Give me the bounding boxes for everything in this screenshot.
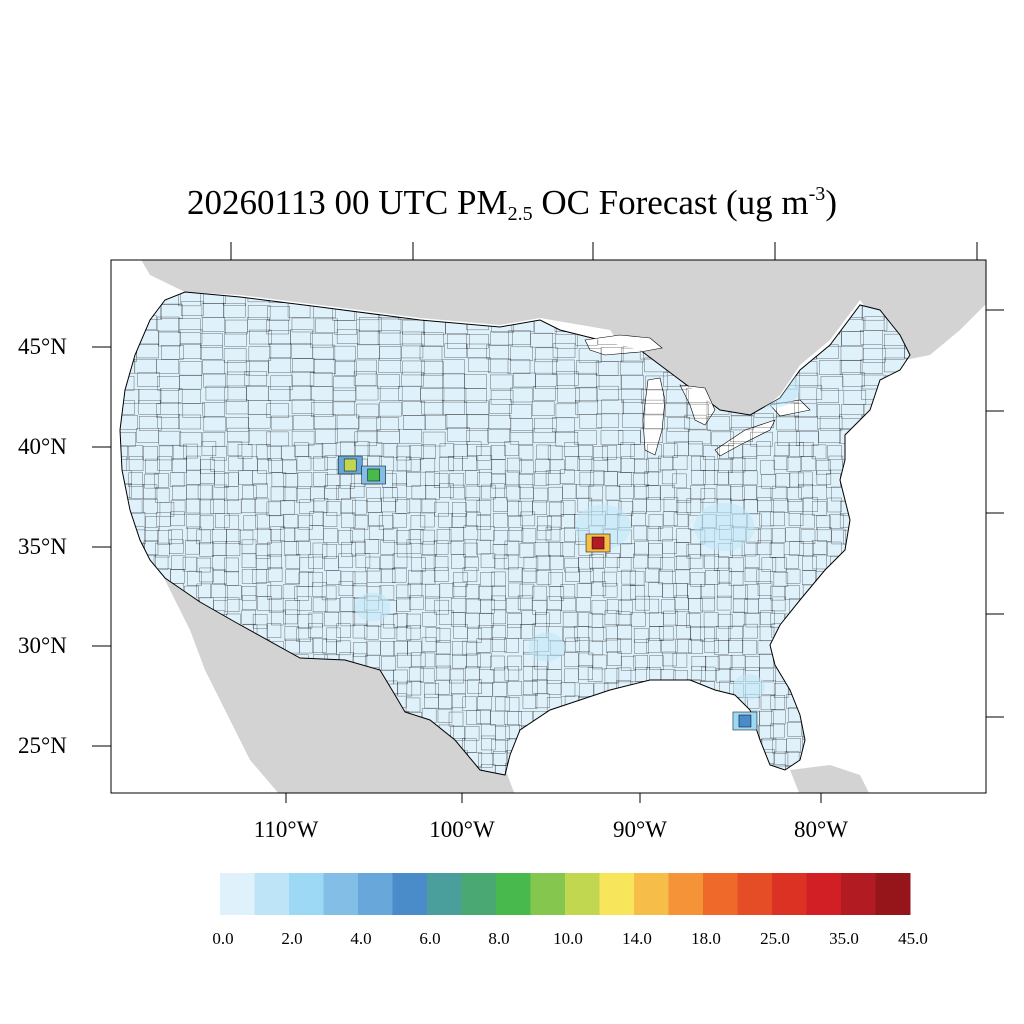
title-subscript: 2.5 [507, 203, 533, 225]
mexico-land [160, 570, 515, 793]
colorbar-swatch [220, 873, 255, 915]
colorbar-label: 35.0 [829, 929, 859, 948]
lat-label-25: 25°N [18, 733, 67, 758]
canada-land [141, 260, 986, 450]
cuba-land [790, 765, 869, 793]
plot-frame [110, 259, 987, 794]
colorbar-swatch [392, 873, 428, 915]
lat-label-30: 30°N [18, 633, 67, 658]
colorbar-label: 45.0 [898, 929, 928, 948]
colorbar-swatch [772, 873, 807, 915]
tint-region [694, 503, 755, 551]
colorbar-swatch [427, 873, 462, 915]
title-superscript: -3 [808, 183, 826, 205]
lake-superior [584, 334, 663, 356]
tint-region [528, 632, 565, 662]
lat-label-45: 45°N [18, 334, 67, 359]
hotspot-marker [585, 533, 611, 553]
colorbar-swatch [565, 873, 600, 915]
colorbar-label: 6.0 [419, 929, 441, 948]
colorbar-swatch [806, 873, 842, 915]
colorbar-swatch [599, 873, 635, 915]
tint-region [43, 469, 87, 504]
colorbar-swatch [461, 873, 497, 915]
lon-label-100: 100°W [429, 817, 495, 842]
colorbar-swatch [358, 873, 393, 915]
colorbar-swatch [289, 873, 324, 915]
lon-label-80: 80°W [794, 817, 848, 842]
hotspot-marker [63, 460, 87, 478]
colorbar-swatch [634, 873, 669, 915]
colorbar-swatch [703, 873, 738, 915]
lake-michigan [642, 377, 666, 456]
hotspot-marker [337, 455, 363, 475]
colorbar-swatch [323, 873, 359, 915]
colorbar-label: 4.0 [350, 929, 372, 948]
colorbar-swatch [737, 873, 773, 915]
map-title: 20260113 00 UTC PM2.5 OC Forecast (ug m-… [0, 183, 1024, 226]
tint-region [354, 592, 391, 622]
colorbar-swatch [841, 873, 876, 915]
lon-label-110: 110°W [253, 817, 319, 842]
colorbar [220, 873, 911, 915]
title-middle: OC Forecast (ug m [532, 183, 809, 222]
hotspot-marker [732, 711, 758, 731]
colorbar-label: 8.0 [488, 929, 510, 948]
colorbar-label: 18.0 [691, 929, 721, 948]
colorbar-swatch [496, 873, 531, 915]
colorbar-swatch [875, 873, 911, 915]
map-area [43, 260, 986, 793]
concentration-hotspots [63, 455, 758, 731]
title-suffix: ) [825, 183, 837, 222]
axis-ticks [92, 242, 1004, 803]
colorbar-label: 25.0 [760, 929, 790, 948]
tint-region [732, 674, 765, 700]
hotspot-marker [361, 465, 386, 485]
title-prefix: 20260113 00 UTC PM [187, 183, 508, 222]
colorbar-label: 2.0 [281, 929, 303, 948]
colorbar-swatch [254, 873, 290, 915]
colorbar-swatch [530, 873, 566, 915]
colorbar-label: 10.0 [553, 929, 583, 948]
colorbar-swatch [668, 873, 704, 915]
lon-label-90: 90°W [613, 817, 667, 842]
lat-label-40: 40°N [18, 434, 67, 459]
colorbar-label: 14.0 [622, 929, 652, 948]
colorbar-label: 0.0 [212, 929, 234, 948]
lat-label-35: 35°N [18, 534, 67, 559]
